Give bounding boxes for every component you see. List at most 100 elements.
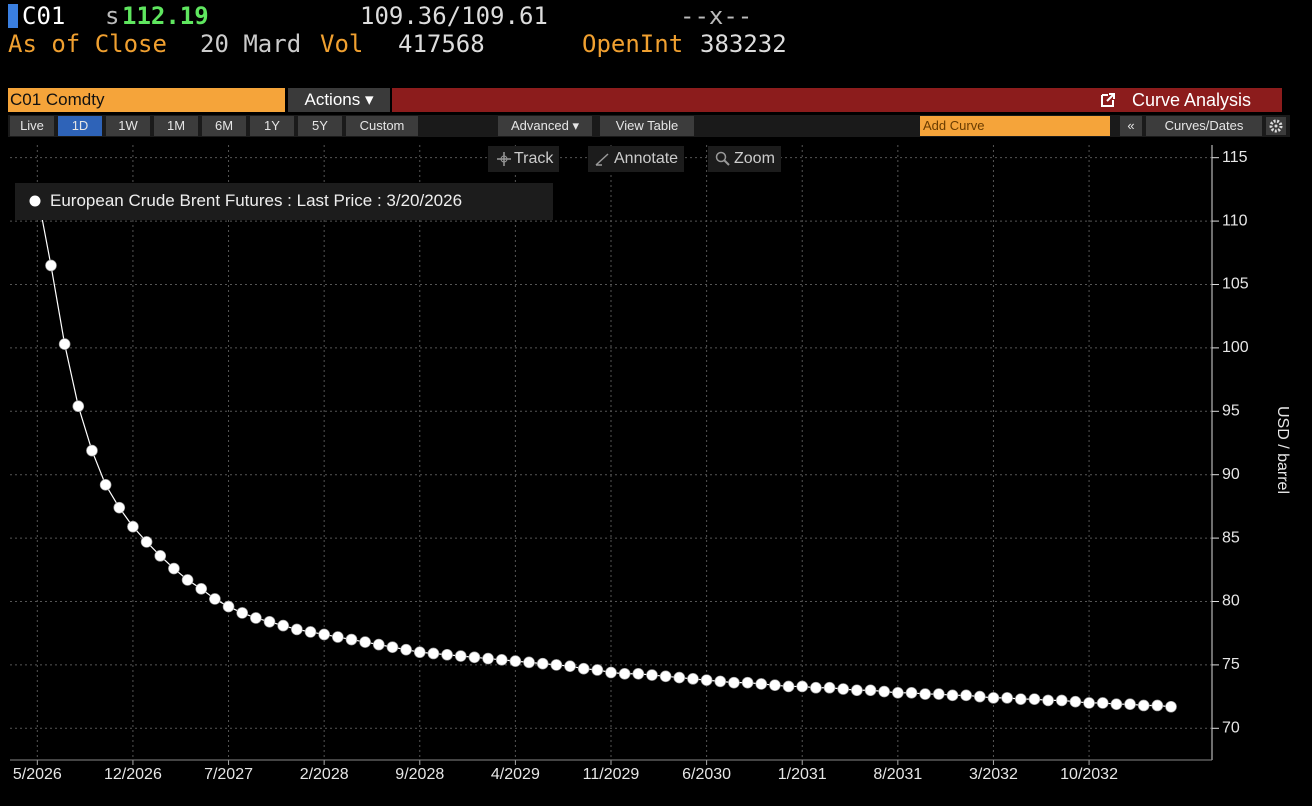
curve-point [878, 685, 890, 698]
period-button[interactable]: Custom [346, 116, 418, 136]
curve-point [113, 501, 126, 514]
y-tick-label: 90 [1222, 466, 1240, 483]
x-tick-label: 2/2028 [300, 766, 349, 783]
x-tick-label: 12/2026 [104, 766, 162, 783]
curve-point [236, 607, 249, 619]
curve-point [892, 686, 904, 699]
curve-point [987, 692, 1000, 704]
period-button[interactable]: 1D [58, 116, 102, 136]
annotate-tool[interactable]: Annotate [588, 146, 685, 172]
curve-point [482, 652, 494, 665]
price-prefix: s [105, 2, 120, 30]
curve-point [209, 593, 221, 605]
legend-marker [29, 195, 41, 207]
curve-point [973, 690, 986, 703]
curve-point [1151, 699, 1164, 712]
y-tick-label: 115 [1222, 149, 1248, 166]
curve-point [523, 656, 535, 669]
curve-point [823, 681, 836, 694]
curve-point [741, 676, 754, 689]
curve-point [345, 633, 358, 646]
curve-point [495, 654, 508, 666]
curve-point [45, 259, 57, 272]
ticker-field[interactable]: C01 Comdty [8, 88, 285, 112]
open-int-label: OpenInt [582, 30, 684, 58]
as-of-label: As of Close [8, 30, 167, 58]
curve-point [810, 681, 822, 694]
curve-point [263, 615, 276, 628]
period-button[interactable]: 1W [106, 116, 150, 136]
curve-point [1110, 698, 1123, 711]
vol-label: Vol [320, 30, 364, 58]
curve-point [195, 583, 208, 595]
y-tick-label: 75 [1222, 656, 1240, 673]
curve-point [550, 659, 563, 671]
x-tick-label: 6/2030 [682, 766, 731, 783]
actions-menu[interactable]: Actions ▾ [288, 88, 390, 112]
curve-point [905, 686, 918, 699]
curve-point [427, 647, 440, 660]
period-button[interactable]: 6M [202, 116, 246, 136]
y-tick-label: 70 [1222, 720, 1240, 737]
curve-point [413, 646, 426, 659]
curve-point [933, 688, 945, 700]
volume: 417568 [398, 30, 485, 58]
curve-point [837, 683, 850, 695]
collapse-button[interactable]: « [1120, 116, 1142, 136]
settings-icon[interactable] [1266, 117, 1286, 135]
curve-point [646, 669, 658, 681]
as-of-date: 20 Mard [200, 30, 302, 58]
curve-point [564, 660, 576, 672]
y-tick-label: 85 [1222, 529, 1240, 546]
curve-point [1137, 699, 1150, 712]
x-tick-label: 8/2031 [873, 766, 922, 783]
curve-point [86, 444, 98, 457]
curve-point [796, 680, 809, 693]
track-tool[interactable]: Track [488, 146, 560, 172]
curve-point [577, 662, 590, 675]
y-tick-label: 110 [1222, 212, 1248, 229]
x-tick-label: 11/2029 [583, 766, 640, 783]
curve-point [140, 536, 153, 548]
view-table-button[interactable]: View Table [600, 116, 694, 136]
period-button[interactable]: 1M [154, 116, 198, 136]
curve-point [168, 562, 180, 575]
x-tick-label: 10/2032 [1060, 766, 1118, 783]
curve-point [782, 680, 795, 693]
curve-point [1014, 693, 1027, 705]
curve-point [72, 400, 85, 413]
curve-point [687, 673, 699, 685]
curve-point [864, 684, 877, 697]
curve-point [618, 667, 631, 680]
add-curve-field[interactable]: Add Curve [920, 116, 1110, 136]
curve-point [359, 636, 371, 648]
curve-point [632, 667, 645, 680]
curve-point [277, 619, 289, 632]
curve-point [386, 641, 399, 653]
cursor-block [8, 4, 18, 28]
curve-point [181, 574, 194, 586]
curve-point [250, 612, 262, 624]
y-tick-label: 80 [1222, 593, 1240, 610]
curve-point [946, 689, 959, 702]
period-button[interactable]: Live [10, 116, 54, 136]
advanced-menu[interactable]: Advanced ▾ [498, 116, 592, 136]
zoom-tool[interactable]: Zoom [708, 146, 781, 172]
launch-icon [1101, 93, 1115, 107]
curve-point [127, 520, 139, 533]
curves-dates-button[interactable]: Curves/Dates [1146, 116, 1262, 136]
period-button[interactable]: 5Y [298, 116, 342, 136]
curve-point [1055, 694, 1068, 707]
curve-point [468, 651, 481, 664]
period-button[interactable]: 1Y [250, 116, 294, 136]
y-tick-label: 100 [1222, 339, 1249, 356]
curve-point [1042, 694, 1054, 707]
curve-point [222, 600, 235, 613]
curve-point [1096, 697, 1109, 709]
curve-point [728, 676, 740, 689]
curve-point [851, 684, 863, 697]
legend-label: European Crude Brent Futures : Last Pric… [50, 191, 463, 210]
curve-point [919, 688, 931, 700]
curve-point [318, 628, 330, 641]
curve-point [291, 623, 303, 636]
